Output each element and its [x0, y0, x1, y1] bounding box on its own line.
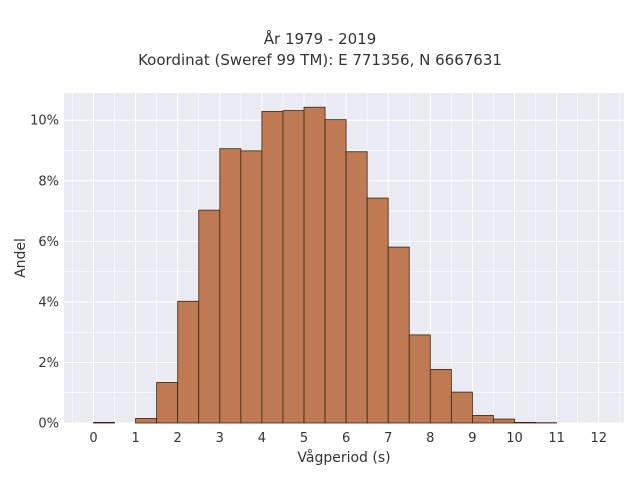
histogram-bar [345, 151, 368, 424]
chart-title-line-1: År 1979 - 2019 [263, 30, 377, 48]
histogram-bar [93, 421, 115, 424]
y-tick-labels: 0% 2% 4% 6% 8% 10% [30, 114, 59, 432]
histogram-bar [303, 106, 326, 424]
x-tick-label: 10 [506, 431, 523, 446]
chart-title-line-2: Koordinat (Sweref 99 TM): E 771356, N 66… [138, 51, 502, 69]
x-axis-label: Vågperiod (s) [297, 449, 390, 466]
x-tick-label: 8 [426, 431, 434, 446]
histogram-bar [366, 197, 389, 424]
histogram-bar [261, 111, 284, 424]
x-tick-label: 6 [342, 431, 350, 446]
x-tick-label: 3 [216, 431, 224, 446]
x-tick-label: 12 [590, 431, 607, 446]
histogram-bar [493, 418, 515, 424]
x-tick-labels: 0 1 2 3 4 5 6 7 8 9 10 11 12 [89, 431, 607, 446]
y-tick-label: 10% [30, 114, 59, 129]
y-tick-label: 8% [38, 174, 59, 189]
y-tick-label: 4% [38, 295, 59, 310]
x-tick-label: 5 [300, 431, 308, 446]
histogram-bar [177, 300, 200, 424]
y-tick-label: 6% [38, 235, 59, 250]
x-tick-label: 11 [548, 431, 565, 446]
x-tick-label: 4 [258, 431, 266, 446]
x-tick-label: 2 [174, 431, 182, 446]
y-axis-label: Andel [13, 238, 29, 278]
histogram-bar [450, 391, 473, 424]
x-tick-label: 9 [468, 431, 476, 446]
histogram-bar [219, 148, 242, 424]
bars [93, 106, 558, 424]
histogram-bar [429, 369, 452, 424]
histogram-bar [408, 334, 431, 424]
histogram-bar [472, 415, 494, 424]
histogram-bar [387, 246, 410, 424]
y-tick-label: 0% [38, 417, 59, 432]
histogram-bar [156, 382, 179, 424]
histogram-bar [135, 418, 158, 424]
histogram-bar [514, 421, 536, 424]
x-tick-label: 1 [131, 431, 139, 446]
x-tick-label: 0 [89, 431, 97, 446]
histogram-bar [198, 209, 221, 424]
x-tick-label: 7 [384, 431, 392, 446]
histogram-bar [240, 150, 263, 424]
y-tick-label: 2% [38, 356, 59, 371]
histogram-bar [324, 119, 347, 424]
histogram-bar [282, 110, 305, 424]
